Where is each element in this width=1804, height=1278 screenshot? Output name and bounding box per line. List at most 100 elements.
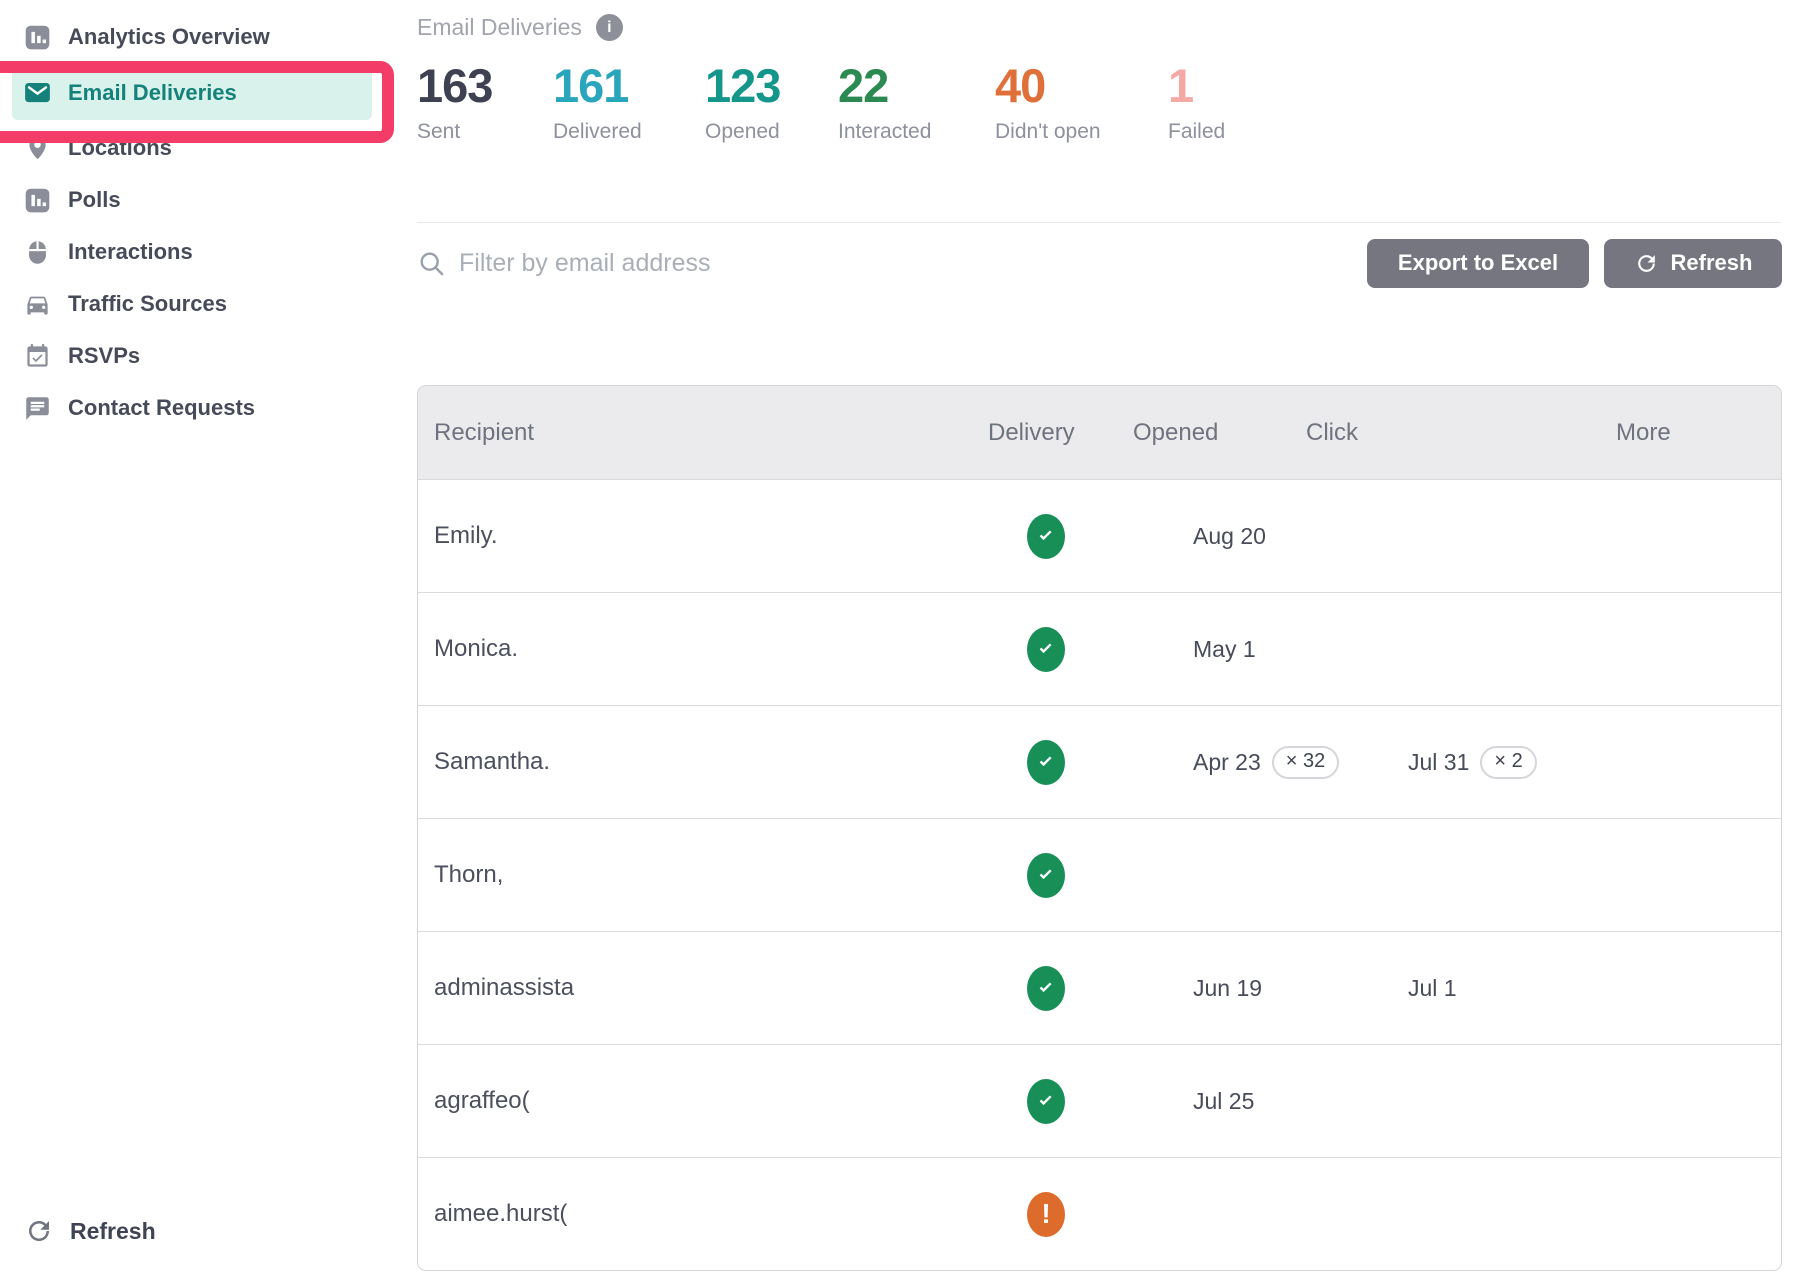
opened-date: Aug 20 [1193, 522, 1266, 549]
table-refresh-button[interactable]: Refresh [1604, 238, 1782, 288]
filter-field[interactable] [417, 248, 929, 278]
sidebar-item-interactions[interactable]: Interactions [0, 226, 400, 278]
recipient-email: aimee.hurst( [434, 1200, 568, 1227]
column-header-opened: Opened [1133, 418, 1219, 446]
stats-row: 163 Sent 161 Delivered 123 Opened 22 Int… [417, 59, 1226, 144]
stat-interacted: 22 Interacted [838, 59, 995, 144]
toolbar: Export to Excel Refresh [417, 238, 1782, 288]
column-header-more: More [1616, 418, 1671, 446]
stat-label: Sent [417, 119, 461, 143]
sidebar-item-rsvps[interactable]: RSVPs [0, 330, 400, 382]
recipient-email: Monica. [434, 635, 519, 662]
bar-chart-icon [24, 24, 51, 51]
stat-delivered: 161 Delivered [553, 59, 705, 144]
sidebar-item-analytics-overview[interactable]: Analytics Overview [0, 11, 400, 63]
sidebar-item-label: Analytics Overview [68, 24, 270, 49]
stat-opened: 123 Opened [705, 59, 838, 144]
sidebar-item-contact-requests[interactable]: Contact Requests [0, 382, 400, 434]
sidebar-item-label: Email Deliveries [68, 79, 237, 105]
table-row: agraffeo( Jul 25 [418, 1044, 1781, 1157]
stat-label: Failed [1168, 119, 1226, 143]
export-to-excel-button[interactable]: Export to Excel [1367, 238, 1589, 288]
table-header: Recipient Delivery Opened Click More [418, 386, 1781, 479]
envelope-icon [24, 79, 51, 106]
stat-label: Delivered [553, 119, 642, 143]
main-content: Email Deliveries i 163 Sent 161 Delivere… [417, 0, 1782, 1278]
sidebar: Analytics Overview Email Deliveries Loca… [0, 0, 400, 1278]
recipient-email: adminassista [434, 974, 575, 1001]
bar-chart-icon [24, 187, 51, 214]
deliveries-table: Recipient Delivery Opened Click More Emi… [417, 385, 1782, 1271]
recipient-email: Samantha. [434, 748, 551, 775]
stat-value: 163 [417, 59, 493, 112]
stat-sent: 163 Sent [417, 59, 553, 144]
stat-value: 40 [995, 59, 1046, 112]
delivered-check-icon [1027, 626, 1065, 672]
recipient-email: agraffeo( [434, 1087, 530, 1114]
opened-date: Jun 19 [1193, 974, 1263, 1001]
stat-label: Interacted [838, 119, 932, 143]
opened-count-badge: × 32 [1271, 745, 1340, 779]
table-row: Samantha. Apr 23 × 32 Jul 31 × 2 [418, 705, 1781, 818]
section-divider [417, 222, 1782, 223]
car-icon [24, 291, 51, 318]
click-date: Jul 1 [1408, 974, 1457, 1001]
table-row: Thorn, [418, 818, 1781, 931]
delivered-check-icon [1027, 739, 1065, 785]
stat-label: Didn't open [995, 119, 1101, 143]
mouse-icon [24, 239, 51, 266]
search-icon [417, 249, 446, 278]
sidebar-item-label: Locations [68, 135, 172, 160]
stat-value: 1 [1168, 59, 1194, 112]
table-row: Emily. Aug 20 [418, 479, 1781, 592]
recipient-email: Thorn, [434, 861, 504, 888]
toolbar-buttons: Export to Excel Refresh [1367, 238, 1782, 288]
column-header-click: Click [1306, 418, 1358, 446]
sidebar-nav: Analytics Overview Email Deliveries Loca… [0, 0, 400, 434]
location-pin-icon [24, 135, 51, 162]
stat-value: 22 [838, 59, 889, 112]
sidebar-refresh-button[interactable]: Refresh [24, 1216, 156, 1246]
table-body: Emily. Aug 20 Monica. May 1 Samantha. Ap… [418, 479, 1781, 1270]
opened-date: May 1 [1193, 635, 1256, 662]
stat-failed: 1 Failed [1168, 59, 1226, 144]
title-row: Email Deliveries i [417, 14, 623, 41]
stat-label: Opened [705, 119, 780, 143]
table-row: aimee.hurst( ! [418, 1157, 1781, 1270]
delivered-check-icon [1027, 1078, 1065, 1124]
sidebar-item-label: Polls [68, 187, 121, 212]
chat-icon [24, 395, 51, 422]
stat-value: 161 [553, 59, 629, 112]
table-row: Monica. May 1 [418, 592, 1781, 705]
page-title: Email Deliveries [417, 14, 582, 40]
sidebar-item-label: Interactions [68, 239, 193, 264]
refresh-icon [24, 1216, 54, 1246]
table-row: adminassista Jun 19 Jul 1 [418, 931, 1781, 1044]
stat-didn-t-open: 40 Didn't open [995, 59, 1168, 144]
sidebar-item-label: RSVPs [68, 343, 141, 368]
failed-exclamation-icon: ! [1027, 1191, 1065, 1237]
stat-value: 123 [705, 59, 781, 112]
table-refresh-label: Refresh [1670, 250, 1753, 275]
delivered-check-icon [1027, 965, 1065, 1011]
calendar-check-icon [24, 343, 51, 370]
opened-date: Jul 25 [1193, 1087, 1255, 1114]
column-header-recipient: Recipient [434, 418, 535, 446]
delivered-check-icon [1027, 513, 1065, 559]
sidebar-item-locations[interactable]: Locations [0, 122, 400, 174]
sidebar-item-polls[interactable]: Polls [0, 174, 400, 226]
refresh-icon [1634, 251, 1659, 276]
opened-date: Apr 23 [1193, 748, 1261, 775]
info-icon[interactable]: i [595, 14, 623, 41]
sidebar-item-traffic-sources[interactable]: Traffic Sources [0, 278, 400, 330]
click-date: Jul 31 [1408, 748, 1470, 775]
click-count-badge: × 2 [1480, 745, 1537, 779]
sidebar-item-label: Contact Requests [68, 395, 256, 420]
column-header-delivery: Delivery [988, 418, 1075, 446]
sidebar-refresh-label: Refresh [70, 1217, 156, 1244]
sidebar-item-email-deliveries[interactable]: Email Deliveries [12, 65, 372, 120]
sidebar-item-label: Traffic Sources [68, 291, 227, 316]
recipient-email: Emily. [434, 522, 498, 549]
filter-input[interactable] [459, 248, 929, 278]
delivered-check-icon [1027, 852, 1065, 898]
